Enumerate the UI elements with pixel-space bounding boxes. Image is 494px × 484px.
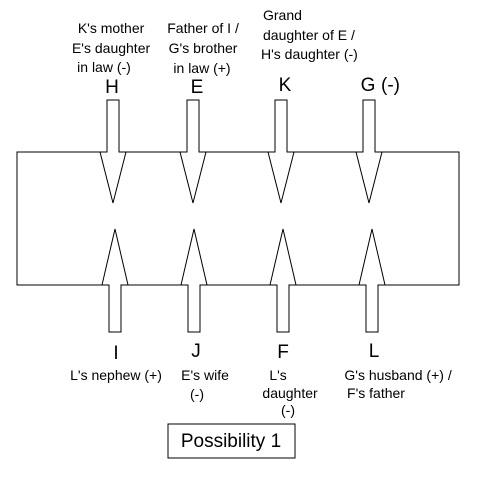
letter-i: I — [113, 343, 118, 364]
top-arrows — [99, 99, 383, 204]
bottom-arrows — [101, 228, 386, 333]
note-k: Grand daughter of E / H's daughter (-) — [261, 7, 359, 62]
arrow-l — [358, 228, 386, 333]
table-rectangle — [16, 151, 460, 286]
note-l: G's husband (+) / F's father — [344, 367, 455, 401]
arrow-h — [99, 99, 127, 204]
note-h: K's mother E's daughter in law (-) — [72, 20, 154, 75]
note-i: L's nephew (+) — [70, 367, 162, 383]
letter-j: J — [191, 341, 201, 362]
arrow-e — [179, 99, 207, 204]
arrow-i — [101, 228, 129, 333]
letter-l: L — [369, 341, 380, 362]
letter-e: E — [191, 77, 204, 98]
caption-box — [167, 423, 296, 459]
note-f: L's daughter (-) — [262, 367, 321, 418]
suffix-g: (-) — [381, 75, 400, 96]
arrow-g — [355, 99, 383, 204]
note-e: Father of I / G's brother in law (+) — [167, 20, 242, 76]
letter-f: F — [277, 342, 289, 363]
caption-text: Possibility 1 — [181, 431, 281, 452]
letter-k: K — [279, 75, 292, 96]
arrow-k — [267, 99, 295, 204]
arrow-f — [269, 228, 297, 333]
letter-h: H — [105, 77, 119, 98]
note-j: E's wife (-) — [181, 367, 233, 402]
arrow-j — [180, 228, 208, 333]
letter-g: G — [361, 75, 376, 96]
